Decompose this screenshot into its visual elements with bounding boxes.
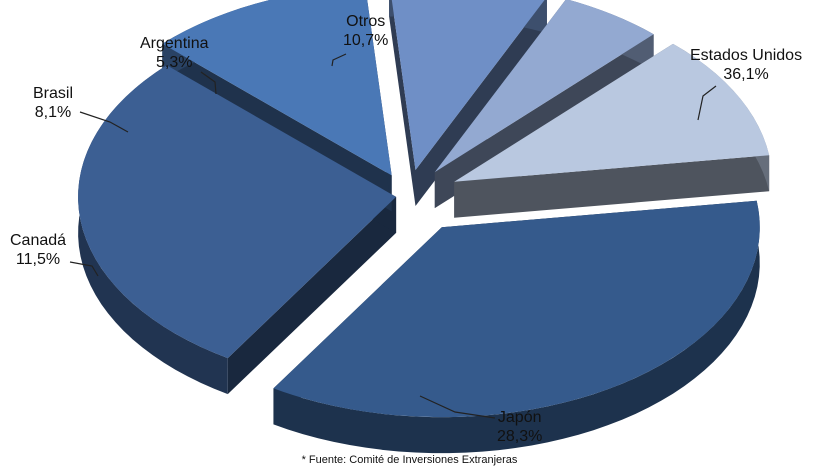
label-estados-unidos: Estados Unidos 36,1% [690,46,802,84]
leader-line [419,395,496,419]
pie-slice-canadá [162,0,392,176]
slice-rim [78,65,228,395]
slice-name: Otros [346,13,386,30]
label-brasil: Brasil 8,1% [33,84,73,122]
slice-value: 5,3% [156,54,193,71]
slice-wall [454,155,770,218]
slice-wall [227,196,397,395]
slice-value: 11,5% [15,251,61,268]
slice-rim [273,200,760,454]
slice-name: Argentina [140,35,209,52]
slice-value: 10,7% [343,32,389,49]
slice-name: Brasil [33,85,74,102]
slice-value: 36,1% [723,66,769,83]
slice-name: Estados Unidos [690,47,803,64]
source-note: * Fuente: Comité de Inversiones Extranje… [301,454,518,466]
leader-line [697,85,717,121]
pie-slice-argentina [434,0,654,173]
label-canada: Canadá 11,5% [10,231,66,269]
pie-slice-japón [78,65,397,359]
leader-line [79,111,129,133]
pie-slice-estados-unidos [273,200,760,418]
leader-line [200,71,217,95]
leader-line [69,261,99,277]
slice-value: 8,1% [34,104,72,121]
slice-name: Canadá [10,232,67,249]
pie-slice-brasil [391,0,545,170]
pie-slice-otros [454,43,770,182]
slice-wall [389,0,416,206]
label-argentina: Argentina 5,3% [140,34,209,72]
leader-line [331,53,347,67]
label-otros: Otros 10,7% [343,12,388,50]
slice-value: 28,3% [497,428,543,445]
slice-name: Japón [497,409,542,426]
label-japon: Japón 28,3% [497,408,542,446]
